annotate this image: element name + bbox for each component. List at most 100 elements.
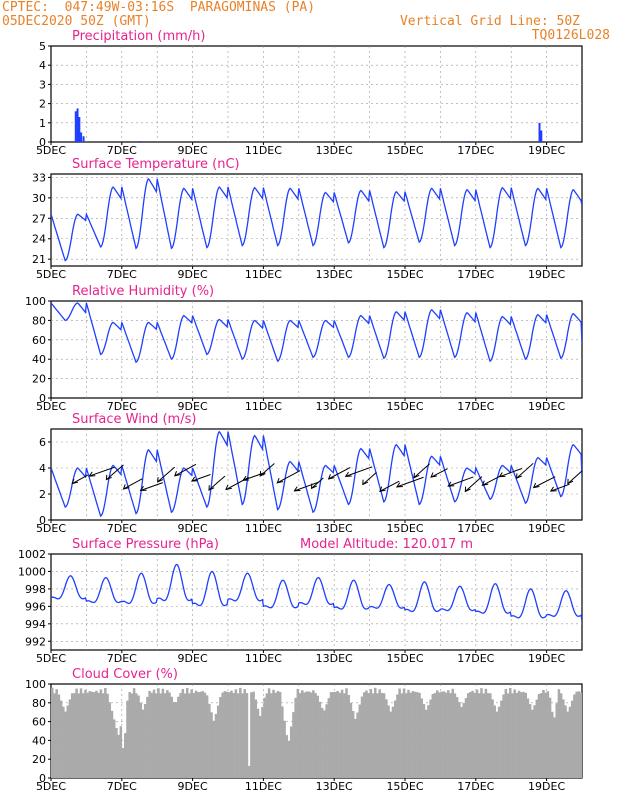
x-tick-label: 9DEC [178, 780, 208, 793]
y-tick-label: 5 [39, 40, 46, 53]
cloud-bar [115, 727, 118, 778]
cloud-bar [214, 713, 218, 778]
plot-frame [50, 45, 583, 143]
cloud-bar [281, 706, 284, 778]
cloud-bar [508, 687, 512, 778]
cloud-bar [86, 692, 89, 778]
cloud-bar [402, 688, 406, 778]
cloud-bar [124, 733, 127, 778]
cloud-bar [75, 688, 78, 778]
y-tick-label: 996 [25, 600, 46, 613]
cloud-bar [221, 692, 224, 778]
wind-arrow-head [344, 471, 352, 477]
x-tick-label: 5DEC [36, 144, 66, 157]
cloud-bar [170, 696, 173, 778]
wind-arrow [448, 476, 474, 487]
cloud-bar [132, 688, 136, 778]
panel-cloud: 0 20 40 60 80 100 5DEC 7DEC 9DEC 11DEC 13DEC 15DEC 1… [25, 667, 583, 793]
cloud-bar [234, 689, 238, 778]
cloud-bar [159, 693, 162, 778]
x-tick-label: 7DEC [107, 144, 137, 157]
cloud-bar [382, 693, 386, 778]
cloud-bar [393, 700, 397, 778]
cloud-bar [104, 687, 107, 778]
y-tick-label: 2 [39, 98, 46, 111]
cloud-bar [568, 706, 572, 778]
wind-arrow-head [532, 482, 540, 489]
cloud-bar [161, 688, 165, 778]
precip-bar [74, 111, 77, 142]
cloud-bar [287, 740, 291, 778]
cloud-bar [254, 699, 258, 778]
cloud-bar [478, 693, 481, 778]
cloud-bar [362, 692, 366, 778]
cloud-bar [323, 710, 326, 778]
y-tick-label: 992 [25, 635, 46, 648]
cloud-bar [354, 718, 357, 778]
cloud-bar [152, 689, 156, 778]
y-tick-label: 6 [39, 436, 46, 449]
x-tick-label: 13DEC [316, 400, 353, 413]
x-tick-label: 7DEC [107, 400, 137, 413]
cloud-bar [318, 701, 322, 778]
cloud-bar [374, 687, 377, 778]
cloud-bar [471, 690, 474, 778]
cloud-bar [325, 704, 328, 778]
cloud-bar [307, 691, 311, 778]
cloud-bar [99, 689, 103, 778]
wind-arrow-head [481, 480, 489, 486]
plot-frame [50, 300, 583, 399]
x-tick-label: 15DEC [386, 522, 423, 535]
plot-area [74, 108, 543, 142]
cloud-bar [265, 693, 269, 778]
wind-arrow [294, 481, 320, 492]
cloud-bar [66, 705, 69, 778]
x-tick-label: 19DEC [528, 268, 565, 281]
cloud-bar [274, 692, 277, 778]
cloud-bar [553, 717, 556, 778]
cloud-bar [522, 691, 525, 778]
x-tick-label: 5DEC [36, 268, 66, 281]
cloud-bar [462, 703, 466, 778]
cloud-bar [513, 689, 516, 778]
cloud-bar [387, 705, 390, 778]
cloud-bar [117, 734, 120, 778]
y-tick-label: 1000 [18, 565, 46, 578]
cloud-bar [62, 706, 65, 778]
cloud-bar [511, 693, 514, 778]
precip-bar [76, 108, 79, 142]
cloud-bar [203, 692, 207, 778]
cloud-bar [97, 692, 100, 778]
cloud-bar [88, 691, 92, 778]
cloud-bar [340, 689, 344, 778]
cloud-bar [385, 699, 388, 778]
cloud-bar [551, 711, 554, 778]
x-tick-label: 19DEC [528, 400, 565, 413]
cloud-bar [367, 693, 370, 778]
cloud-bar [502, 694, 505, 778]
cloud-bar [289, 726, 293, 778]
x-tick-label: 11DEC [245, 400, 282, 413]
cloud-bar [356, 712, 359, 778]
cloud-bar [57, 694, 61, 778]
y-tick-label: 998 [25, 583, 46, 596]
cloud-bar [473, 692, 477, 778]
panel-rh: 0 20 40 60 80 100 5DEC 7DEC 9DEC 11DEC 13DEC 15DEC 1… [25, 284, 583, 413]
cloud-bar [520, 692, 523, 778]
cloud-bar [276, 691, 280, 778]
cloud-bar [458, 702, 461, 778]
cloud-bar [431, 693, 435, 778]
wind-arrow [71, 474, 89, 485]
cloud-bar [329, 692, 333, 778]
panel-annotation: Model Altitude: 120.017 m [300, 537, 473, 552]
wind-arrow-head [208, 485, 215, 491]
cloud-bar [489, 693, 492, 778]
cloud-bar [486, 693, 490, 778]
cloud-bar [331, 692, 335, 778]
cloud-bar [570, 700, 574, 778]
wind-arrow [259, 463, 275, 477]
wind-arrow [277, 470, 301, 484]
cloud-bar [59, 700, 63, 778]
cloud-bar [460, 707, 463, 778]
